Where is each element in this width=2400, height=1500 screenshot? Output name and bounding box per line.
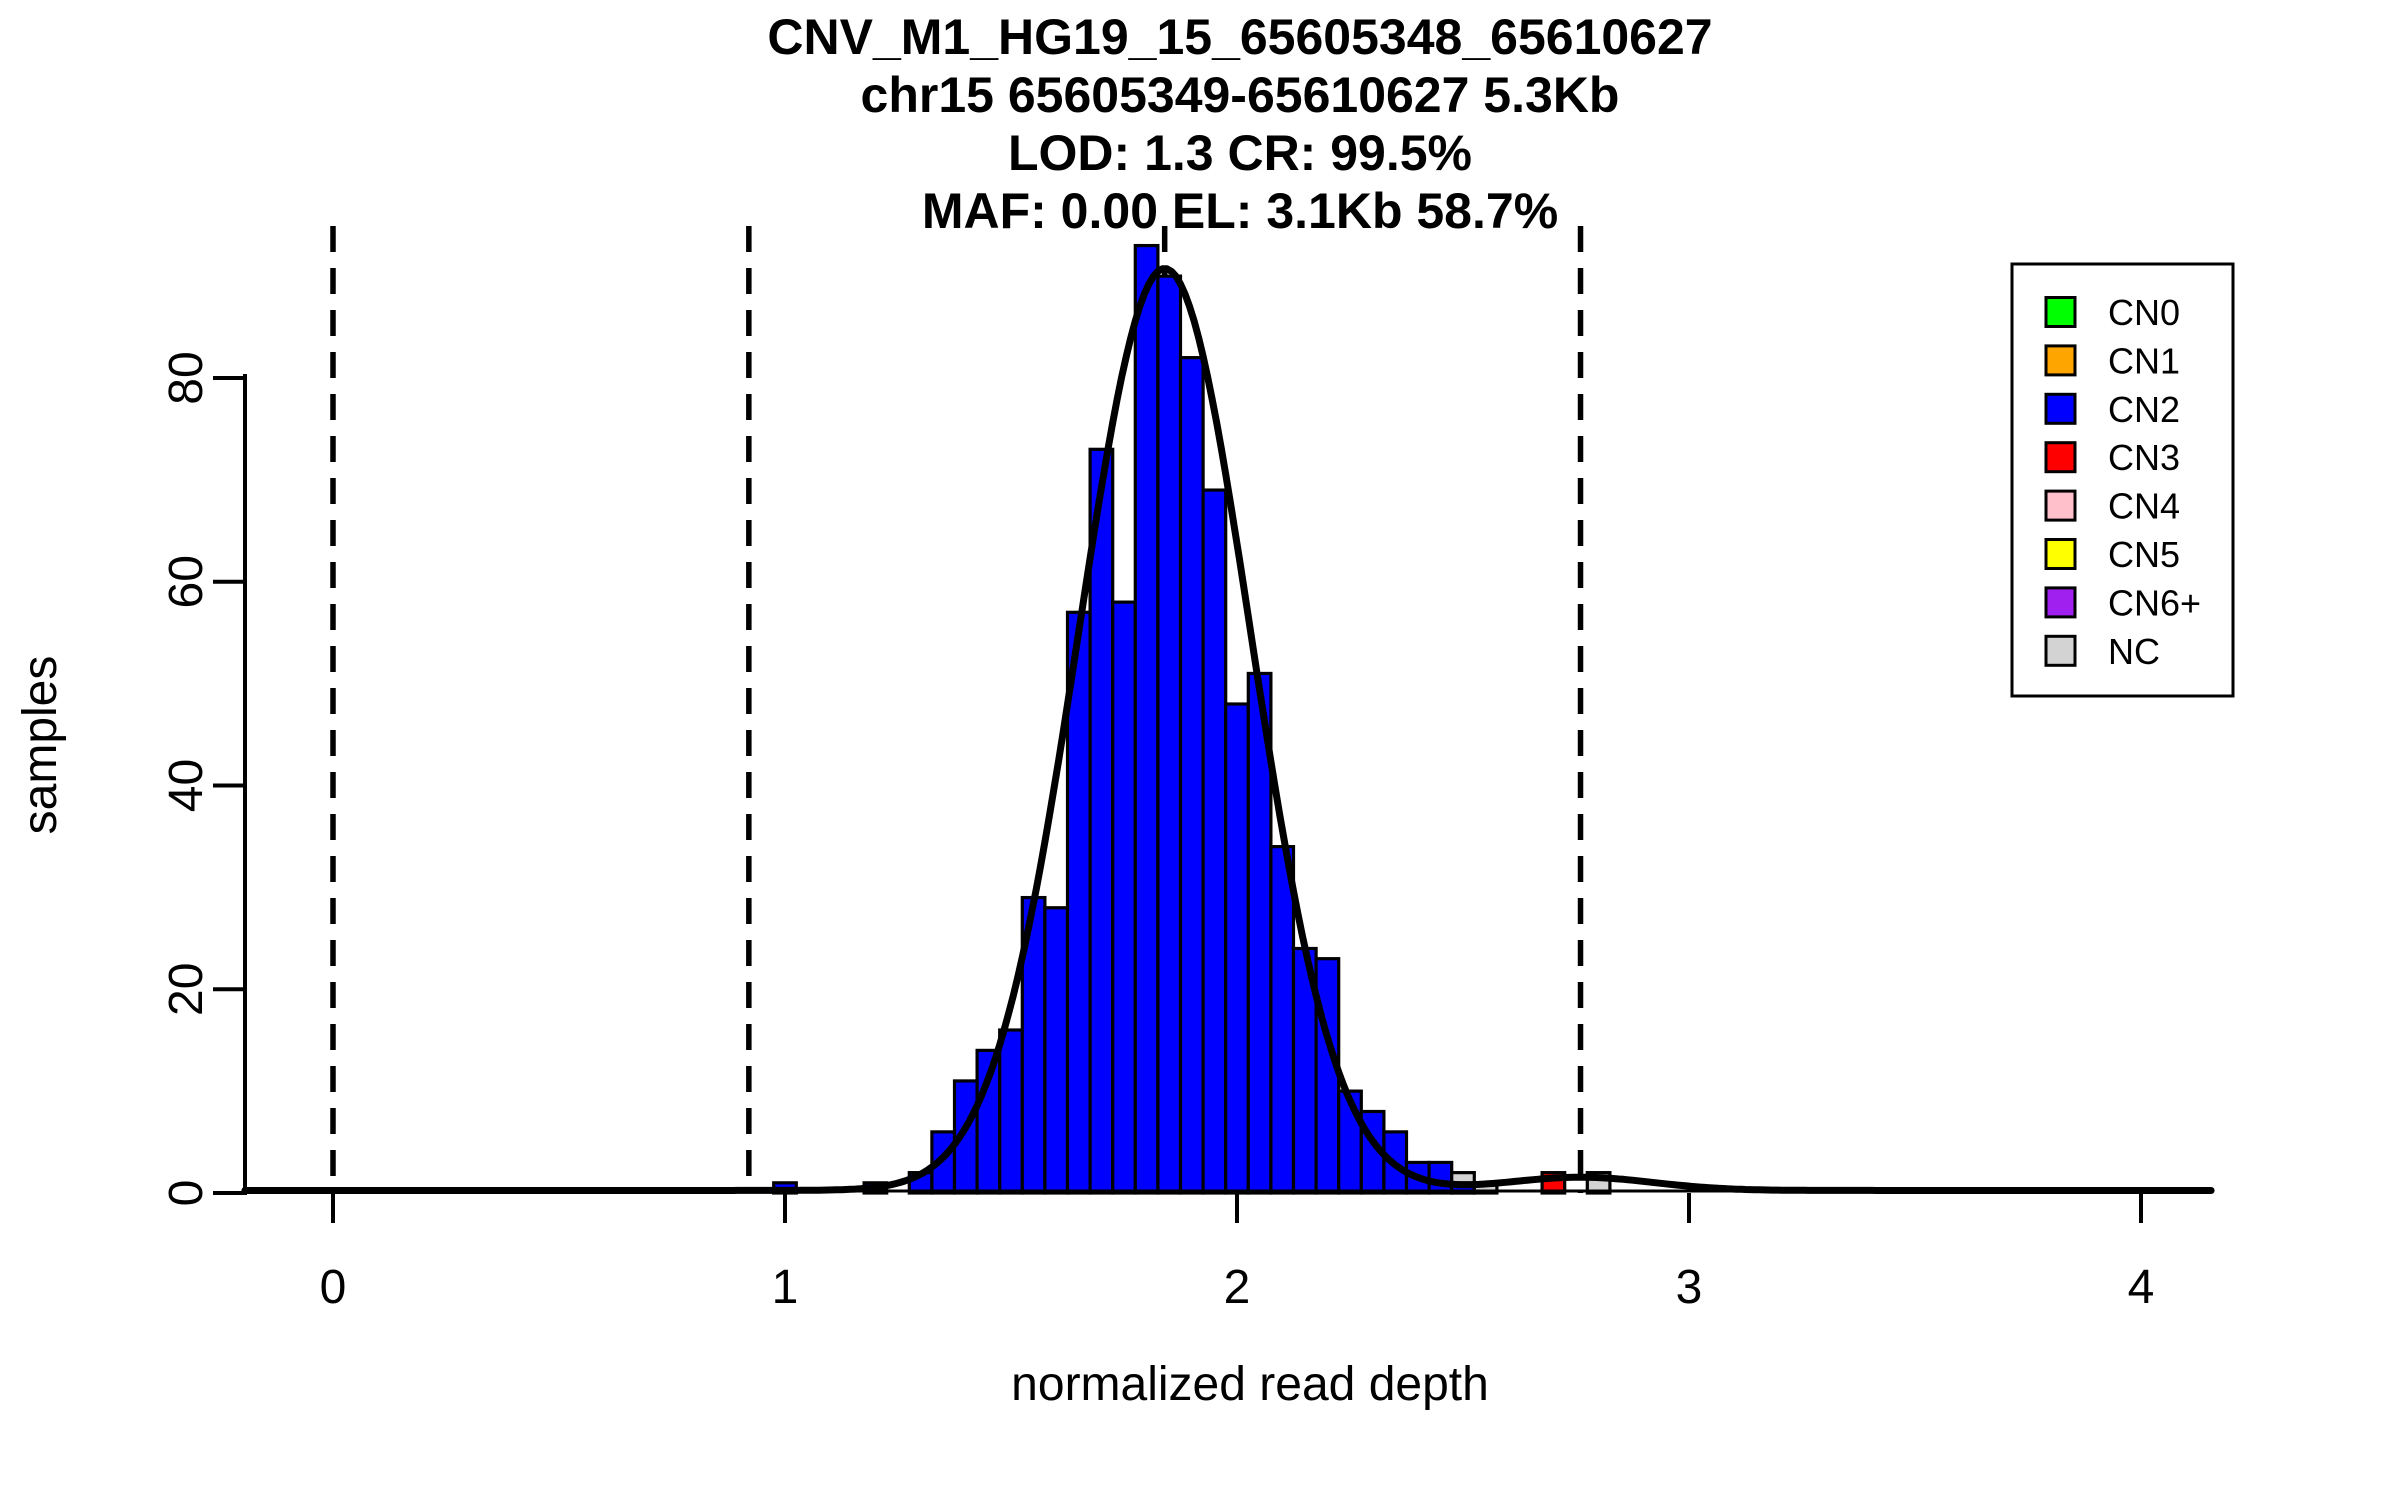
y-tick-label: 20 bbox=[160, 963, 213, 1016]
x-tick-label: 4 bbox=[2128, 1261, 2155, 1314]
title-line-3: LOD: 1.3 CR: 99.5% bbox=[1008, 125, 1472, 181]
bar-cn2-x2.1 bbox=[1269, 845, 1296, 1195]
legend-swatch-nc bbox=[2044, 634, 2077, 667]
x-tick-label: 3 bbox=[1676, 1261, 1703, 1314]
legend-swatch-cn6+ bbox=[2044, 586, 2077, 619]
legend-label-cn5: CN5 bbox=[2108, 534, 2180, 575]
y-tick-label: 40 bbox=[160, 759, 213, 812]
legend-label-cn1: CN1 bbox=[2108, 340, 2180, 381]
y-tick-label: 80 bbox=[160, 351, 213, 404]
title-line-4: MAF: 0.00 EL: 3.1Kb 58.7% bbox=[922, 183, 1558, 239]
legend-swatch-cn5 bbox=[2044, 538, 2077, 570]
legend-swatch-cn4 bbox=[2044, 489, 2077, 522]
legend-swatch-cn3 bbox=[2044, 441, 2077, 474]
cn-reference-dashed-lines bbox=[330, 212, 1584, 1193]
bar-cn2-x1.95 bbox=[1201, 488, 1228, 1195]
bar-cn2-x1.6 bbox=[1043, 906, 1070, 1195]
bar-cn2-x2.2 bbox=[1314, 957, 1341, 1195]
bar-cn2-x1.7 bbox=[1088, 447, 1115, 1195]
legend-label-cn0: CN0 bbox=[2108, 292, 2180, 333]
legend-swatch-cn2 bbox=[2044, 392, 2077, 425]
y-axis-label: samples bbox=[14, 656, 67, 835]
bar-cn2-x1.85 bbox=[1156, 274, 1183, 1195]
bar-cn2-x1.9 bbox=[1178, 356, 1205, 1195]
bar-cn2-x1.5 bbox=[998, 1028, 1024, 1195]
title-line-2: chr15 65605349-65610627 5.3Kb bbox=[861, 67, 1620, 123]
y-tick-label: 0 bbox=[160, 1180, 213, 1207]
x-tick-label: 2 bbox=[1224, 1261, 1251, 1314]
x-axis-label: normalized read depth bbox=[1011, 1358, 1489, 1411]
histogram-bars bbox=[772, 243, 1612, 1195]
legend-label-nc: NC bbox=[2108, 631, 2160, 672]
y-tick-label: 60 bbox=[160, 555, 213, 608]
legend-box bbox=[2010, 262, 2235, 698]
legend-label-cn6+: CN6+ bbox=[2108, 582, 2201, 623]
legend-label-cn2: CN2 bbox=[2108, 389, 2180, 430]
chart-title: CNV_M1_HG19_15_65605348_65610627 chr15 6… bbox=[767, 9, 1712, 239]
x-tick-label: 1 bbox=[772, 1261, 799, 1314]
title-line-1: CNV_M1_HG19_15_65605348_65610627 bbox=[767, 9, 1712, 65]
legend: CN0 CN1 CN2 CN3 CN4 CN5 CN6+ NC bbox=[2010, 262, 2235, 698]
bar-cn2-x2 bbox=[1224, 702, 1250, 1195]
x-tick-label: 0 bbox=[320, 1261, 347, 1314]
bar-cn2-x2.45 bbox=[1427, 1160, 1454, 1195]
legend-label-cn4: CN4 bbox=[2108, 486, 2180, 527]
bar-cn2-x1.75 bbox=[1111, 600, 1137, 1195]
legend-swatch-cn1 bbox=[2044, 344, 2077, 377]
bar-cn2-x1.8 bbox=[1133, 243, 1160, 1195]
legend-swatch-cn0 bbox=[2044, 296, 2077, 328]
legend-label-cn3: CN3 bbox=[2108, 437, 2180, 478]
